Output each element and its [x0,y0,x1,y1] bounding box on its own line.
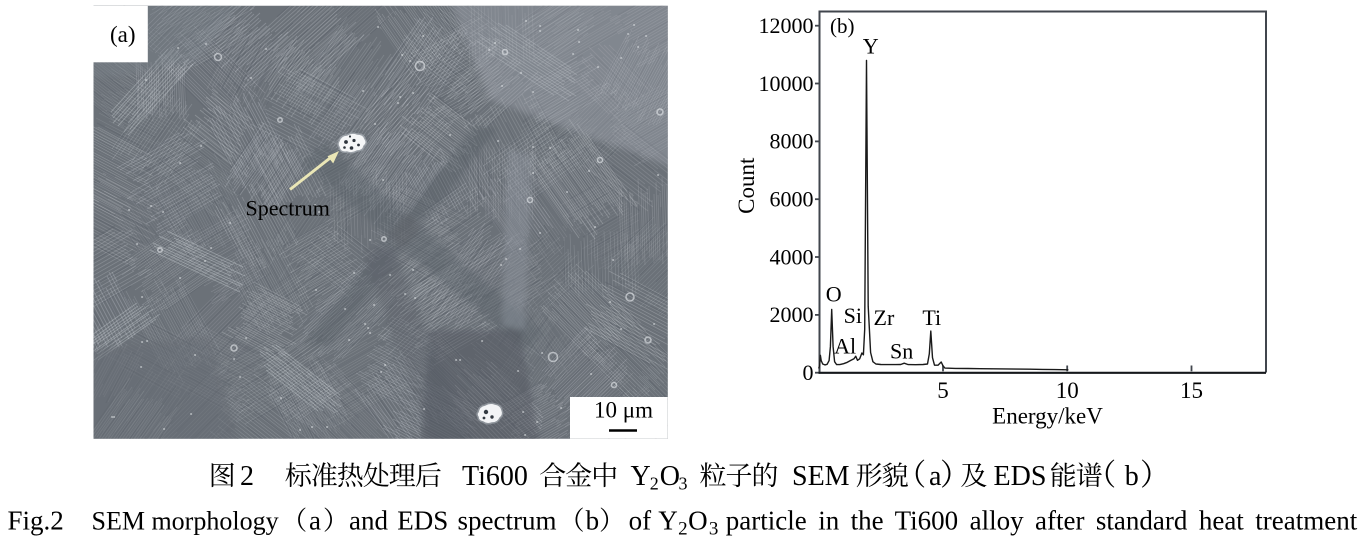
svg-text:Si: Si [844,303,862,328]
svg-text:2: 2 [650,474,659,494]
svg-text:2: 2 [240,461,254,492]
svg-text:b: b [1125,461,1139,492]
svg-text:10000: 10000 [759,71,814,96]
svg-text:Al: Al [834,334,856,359]
svg-text:15: 15 [1180,378,1203,403]
svg-text:b: b [586,506,600,536]
svg-text:Ti600: Ti600 [462,461,528,492]
svg-text:Y: Y [658,506,678,536]
svg-text:SEM: SEM [792,461,850,492]
svg-text:3: 3 [679,474,688,494]
svg-text:6000: 6000 [770,187,814,212]
svg-text:Fig.2: Fig.2 [8,506,64,536]
svg-text:O: O [688,506,708,536]
svg-text:Count: Count [734,157,759,214]
svg-text:O: O [660,461,680,492]
svg-text:Y: Y [863,34,879,59]
svg-text:(b): (b) [830,14,855,38]
svg-text:of: of [629,506,652,536]
svg-text:8000: 8000 [770,129,814,154]
svg-text:3: 3 [709,519,719,540]
svg-text:Sn: Sn [890,339,913,364]
svg-text:SEM morphology: SEM morphology [92,507,279,536]
svg-text:(a): (a) [110,22,136,47]
svg-text:a: a [309,506,321,536]
svg-text:12000: 12000 [759,13,814,38]
svg-text:2000: 2000 [770,302,814,327]
svg-text:and EDS spectrum: and EDS spectrum [349,506,556,536]
svg-text:Zr: Zr [874,305,895,330]
svg-text:O: O [826,282,842,307]
svg-text:Ti: Ti [922,305,941,330]
svg-text:Spectrum: Spectrum [246,196,330,221]
svg-text:particle in the Ti600 alloy af: particle in the Ti600 alloy after standa… [726,506,1358,536]
svg-text:10 μm: 10 μm [594,398,653,423]
svg-text:5: 5 [937,378,949,403]
svg-text:2: 2 [678,519,688,540]
svg-text:Y: Y [631,461,651,492]
svg-text:0: 0 [803,360,814,385]
svg-text:a: a [929,461,942,492]
svg-text:Energy/keV: Energy/keV [992,404,1103,429]
svg-text:EDS: EDS [994,461,1047,492]
svg-text:4000: 4000 [770,244,814,269]
svg-text:10: 10 [1056,378,1079,403]
